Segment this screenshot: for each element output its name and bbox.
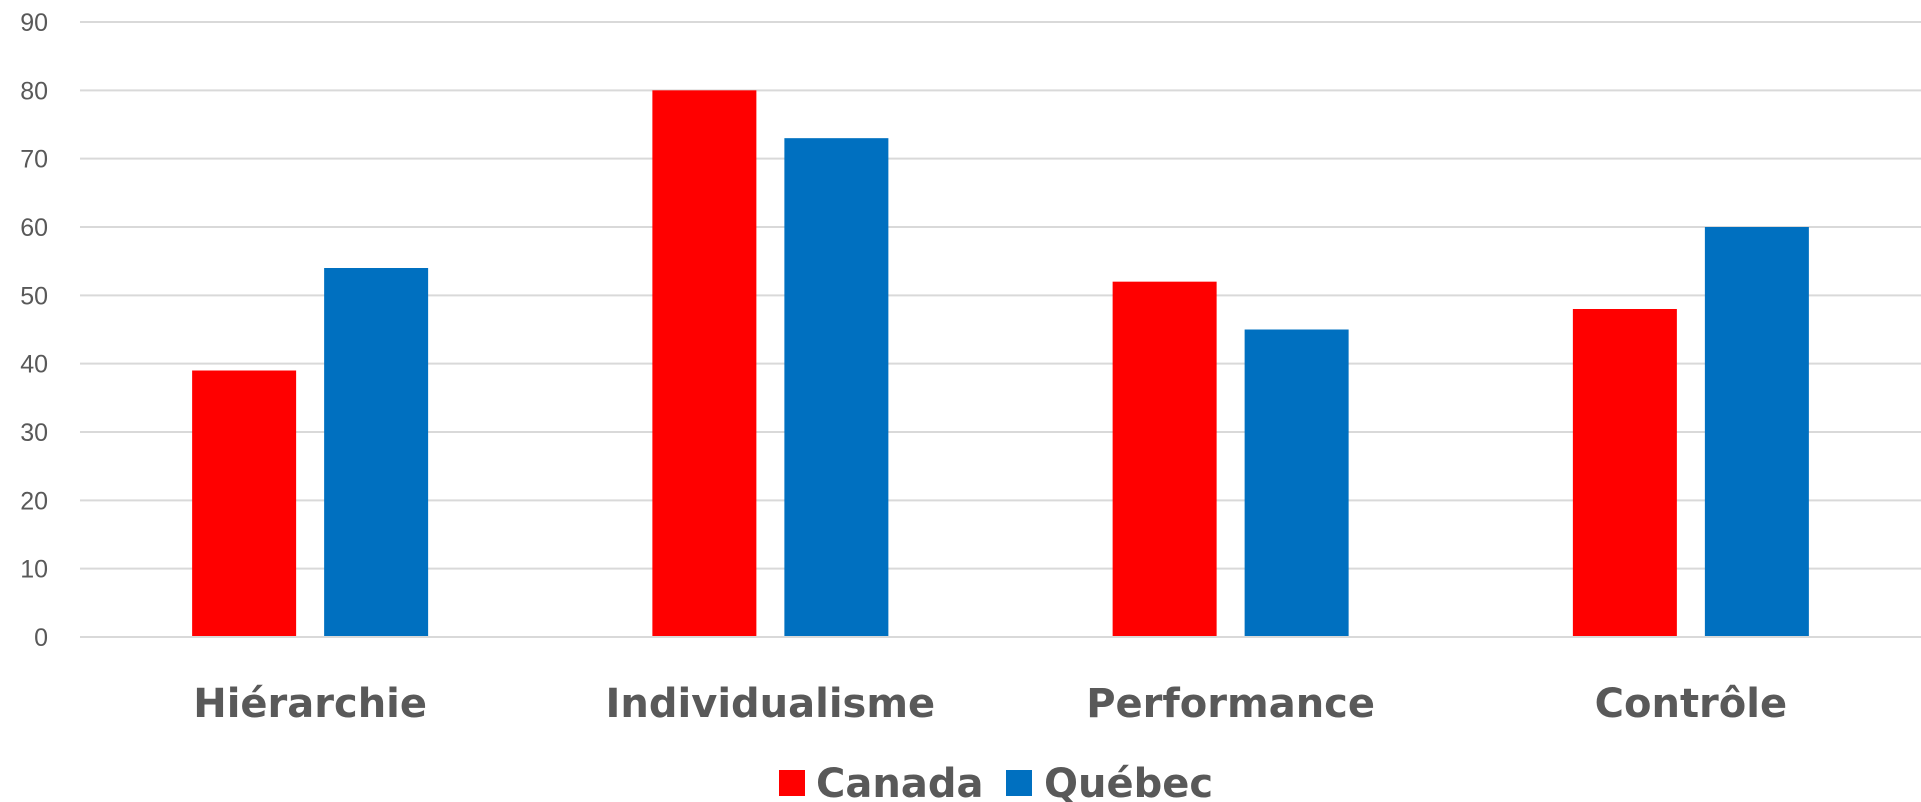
bar-quebec-3 <box>1704 227 1809 637</box>
bar-quebec-1 <box>784 138 889 637</box>
y-tick-label: 30 <box>20 419 48 447</box>
legend-swatch <box>779 770 805 796</box>
y-tick-label: 70 <box>20 146 48 174</box>
x-axis-category-labels: Hiérarchie Individualisme Performance Contr… <box>193 681 1787 727</box>
y-tick-label: 80 <box>20 77 48 105</box>
x-category-label: Performance <box>1086 681 1375 727</box>
bar-canada-0 <box>192 370 297 637</box>
legend-label: Canada <box>816 761 983 802</box>
bar-canada-1 <box>652 90 757 638</box>
bar-canada-3 <box>1572 309 1677 637</box>
y-tick-label: 50 <box>20 282 48 310</box>
y-tick-label: 40 <box>20 351 48 379</box>
y-tick-label: 10 <box>20 556 48 584</box>
legend-label: Québec <box>1044 761 1213 802</box>
legend: Canada Québec <box>779 761 1213 802</box>
y-tick-label: 20 <box>20 487 48 515</box>
x-category-label: Hiérarchie <box>193 681 427 727</box>
y-axis-tick-labels: 0 10 20 30 40 50 60 70 80 90 <box>20 9 48 652</box>
x-category-label: Contrôle <box>1595 681 1787 727</box>
bars <box>192 90 1809 638</box>
bar-quebec-2 <box>1244 329 1349 637</box>
legend-swatch <box>1006 770 1032 796</box>
y-tick-label: 90 <box>20 9 48 37</box>
y-tick-label: 60 <box>20 214 48 242</box>
x-category-label: Individualisme <box>606 681 936 727</box>
y-tick-label: 0 <box>34 624 48 652</box>
bar-quebec-0 <box>324 268 429 637</box>
bar-canada-2 <box>1112 281 1217 637</box>
